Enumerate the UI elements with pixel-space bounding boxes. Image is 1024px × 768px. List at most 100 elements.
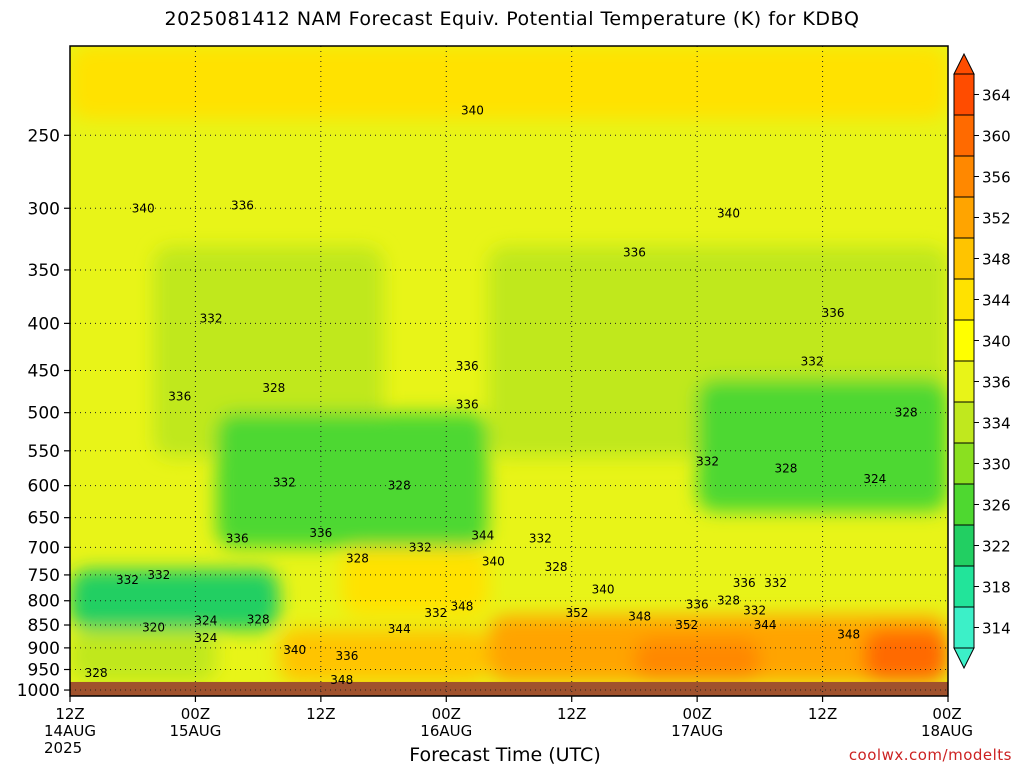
colorbar-label: 330 <box>982 456 1011 474</box>
contour-label: 324 <box>194 631 217 645</box>
x-tick-label: 12Z <box>306 705 335 723</box>
contour-label: 336 <box>168 389 191 403</box>
x-tick-label: 2025 <box>44 739 82 757</box>
colorbar-label: 314 <box>982 620 1011 638</box>
y-tick-label: 600 <box>28 477 60 497</box>
colorbar-segment <box>953 155 975 198</box>
y-tick-label: 850 <box>28 616 60 636</box>
x-tick-label: 16AUG <box>420 722 472 740</box>
field-region <box>70 46 948 119</box>
colorbar-segment <box>953 565 975 608</box>
theta-e-field <box>70 46 948 696</box>
colorbar-segment <box>953 114 975 157</box>
contour-label: 328 <box>346 552 369 566</box>
contour-label: 332 <box>200 311 223 325</box>
x-tick-label: 12Z <box>55 705 84 723</box>
x-tick-label: 00Z <box>181 705 210 723</box>
field-region <box>70 629 217 682</box>
contour-label: 328 <box>388 479 411 493</box>
colorbar-segment <box>953 237 975 280</box>
colorbar-max-arrow <box>953 52 975 75</box>
contour-label: 340 <box>592 583 615 597</box>
colorbar-segment <box>953 196 975 239</box>
contour-label: 344 <box>754 618 777 632</box>
colorbar-label: 352 <box>982 210 1011 228</box>
contour-label: 324 <box>194 613 217 627</box>
contour-label: 340 <box>132 201 155 215</box>
contour-label: 328 <box>717 594 740 608</box>
field-region <box>864 629 948 682</box>
colorbar-segment <box>953 524 975 567</box>
contour-label: 332 <box>424 606 447 620</box>
contour-label: 332 <box>409 540 432 554</box>
colorbar-label: 360 <box>982 128 1011 146</box>
colorbar-segment <box>953 278 975 321</box>
contour-label: 328 <box>545 560 568 574</box>
colorbar-min-arrow <box>953 647 975 670</box>
y-tick-label: 800 <box>28 592 60 612</box>
colorbar-label: 340 <box>982 333 1011 351</box>
contour-label: 332 <box>273 475 296 489</box>
contour-label: 332 <box>743 604 766 618</box>
y-tick-label: 900 <box>28 639 60 659</box>
colorbar-label: 318 <box>982 579 1011 597</box>
contour-label: 340 <box>461 104 484 118</box>
y-tick-label: 350 <box>28 261 60 281</box>
colorbar-segment <box>953 442 975 485</box>
contour-label: 328 <box>85 666 108 680</box>
field-region <box>153 246 384 459</box>
contour-label: 332 <box>696 455 719 469</box>
contour-label: 328 <box>775 462 798 476</box>
colorbar-label: 322 <box>982 538 1011 556</box>
contour-label: 352 <box>565 606 588 620</box>
contour-label: 332 <box>801 355 824 369</box>
x-tick-label: 00Z <box>932 705 961 723</box>
contour-label: 328 <box>247 612 270 626</box>
contour-label: 332 <box>529 532 552 546</box>
colorbar-label: 356 <box>982 169 1011 187</box>
colorbar-label: 336 <box>982 374 1011 392</box>
contour-label: 336 <box>623 245 646 259</box>
contour-label: 352 <box>675 618 698 632</box>
contour-label: 336 <box>456 398 479 412</box>
contour-label: 332 <box>116 573 139 587</box>
y-tick-label: 400 <box>28 314 60 334</box>
field-region <box>341 547 489 616</box>
contour-label: 344 <box>471 529 494 543</box>
x-tick-label: 12Z <box>557 705 586 723</box>
colorbar-segment <box>953 73 975 116</box>
contour-label: 348 <box>330 673 353 687</box>
x-tick-label: 15AUG <box>169 722 221 740</box>
y-axis: 250 300 350 400 450 500 550 600 650 700 750 800 850 9… <box>17 126 70 701</box>
x-tick-label: 14AUG <box>44 722 96 740</box>
contour-label: 340 <box>482 554 505 568</box>
field-region <box>216 412 489 548</box>
field-region <box>70 569 280 630</box>
x-axis-label: Forecast Time (UTC) <box>409 744 601 766</box>
contour-label: 336 <box>686 598 709 612</box>
ground-mask <box>70 681 948 696</box>
colorbar-label: 326 <box>982 497 1011 515</box>
contour-label: 336 <box>822 306 845 320</box>
y-tick-label: 1000 <box>17 681 60 701</box>
colorbar-segment <box>953 606 975 649</box>
y-tick-label: 550 <box>28 442 60 462</box>
x-tick-label: 17AUG <box>671 722 723 740</box>
x-tick-label: 12Z <box>808 705 837 723</box>
contour-label: 332 <box>764 576 787 590</box>
chart-title: 2025081412 NAM Forecast Equiv. Potential… <box>164 8 860 30</box>
contour-label: 340 <box>717 207 740 221</box>
y-tick-label: 300 <box>28 199 60 219</box>
contour-label: 348 <box>837 627 860 641</box>
y-tick-label: 500 <box>28 404 60 424</box>
contour-label: 344 <box>388 622 411 636</box>
field-region <box>279 629 489 682</box>
contour-label: 328 <box>262 381 285 395</box>
y-tick-label: 450 <box>28 362 60 382</box>
contour-label: 332 <box>147 568 170 582</box>
x-tick-label: 18AUG <box>921 722 973 740</box>
colorbar-segment <box>953 319 975 362</box>
ground-layer <box>70 681 948 696</box>
contour-label: 336 <box>733 576 756 590</box>
